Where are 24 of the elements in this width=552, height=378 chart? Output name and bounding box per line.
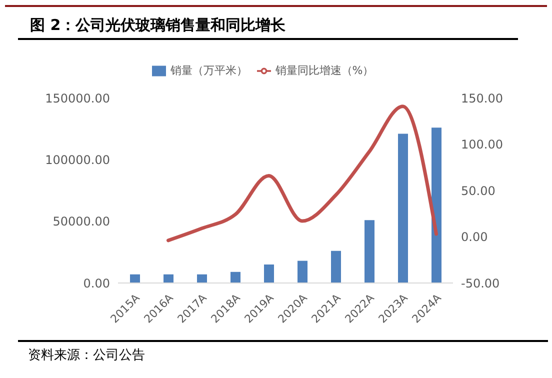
y2-tick-label: -50.00 [461,276,500,290]
bar [164,274,174,283]
bar [432,128,442,283]
chart-title: 图 2：公司光伏玻璃销售量和同比增长 [18,12,518,40]
bar [230,272,240,283]
y2-tick-label: 50.00 [461,184,496,198]
bar [264,264,274,283]
y-tick-label: 100000.00 [45,152,110,167]
line-series [166,104,438,242]
bar [130,274,140,283]
bar [197,274,207,283]
legend-label: 销量（万平米） [170,64,248,77]
y-tick-label: 0.00 [83,276,110,290]
text: 资料来源：公司公告 [28,347,145,364]
bar [398,134,408,283]
legend-label: 销量同比增速（%） [275,64,374,77]
y2-tick-label: 150.00 [461,91,503,106]
bar [364,220,374,283]
bar [298,260,308,283]
y2-tick-label: 100.00 [461,138,503,152]
y2-tick-label: 0.00 [461,230,488,244]
y-tick-label: 150000.00 [45,91,110,106]
bar [331,250,341,283]
y-tick-label: 50000.00 [52,214,110,229]
